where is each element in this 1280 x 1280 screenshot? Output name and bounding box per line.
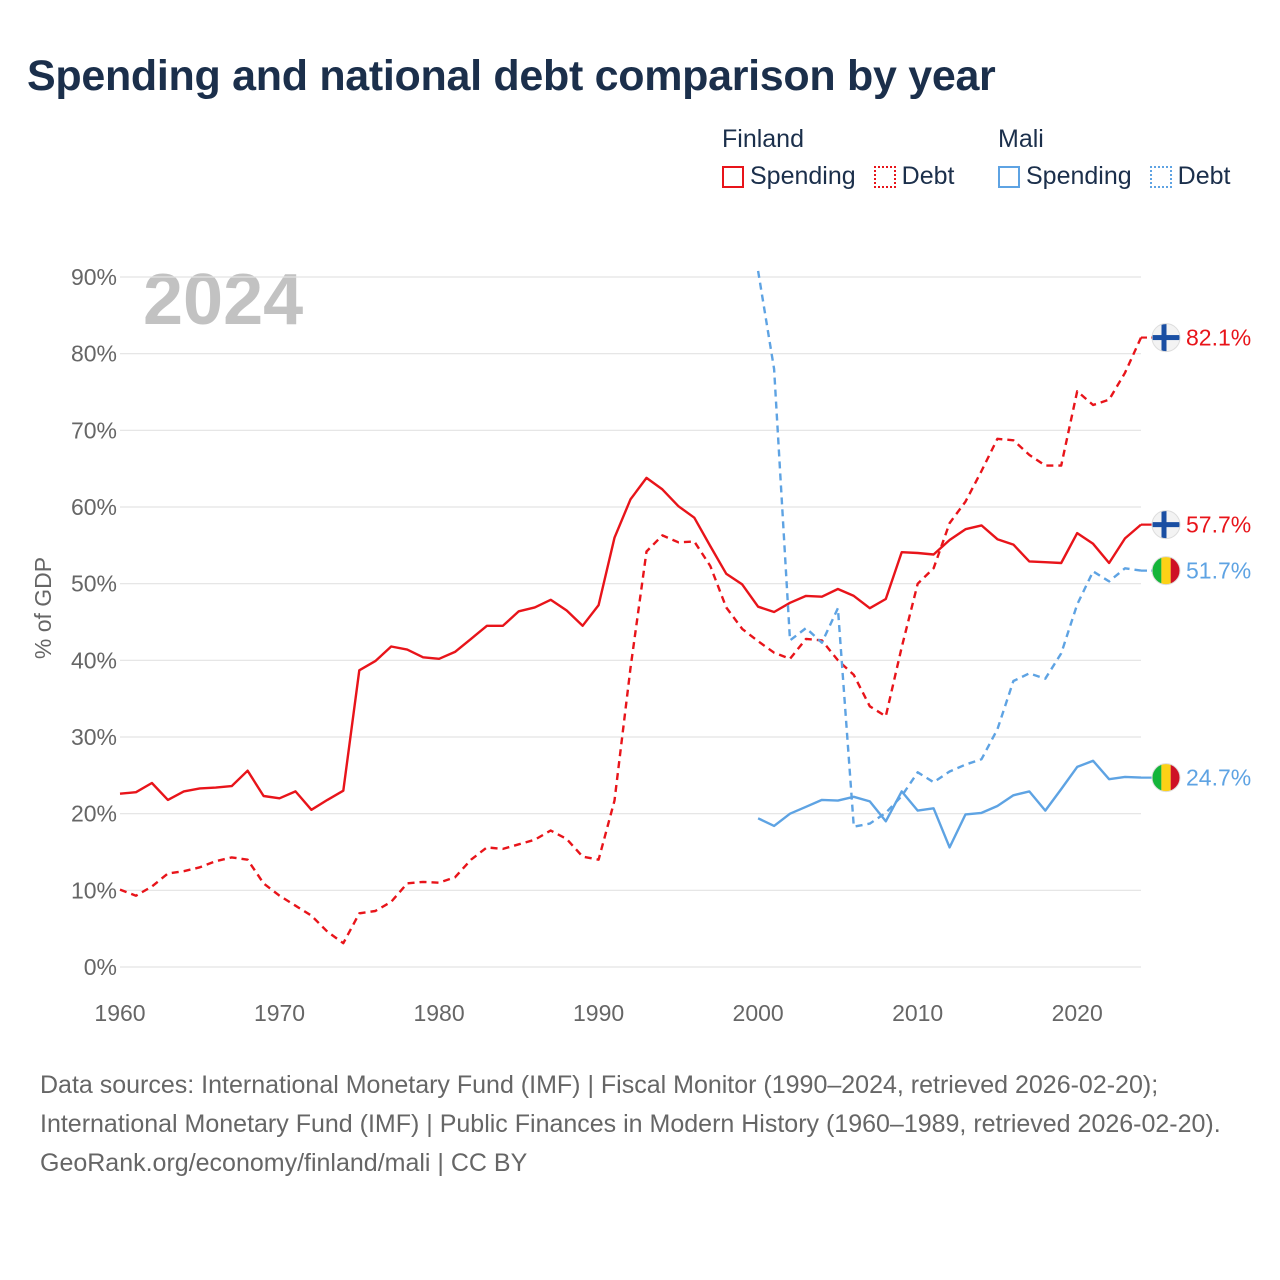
series-line-finland-spending bbox=[119, 476, 1142, 811]
legend-group-title: Finland bbox=[722, 125, 804, 153]
x-tick-label: 1970 bbox=[254, 1000, 305, 1026]
footer: Data sources: International Monetary Fun… bbox=[40, 1066, 1240, 1183]
y-tick-label: 80% bbox=[71, 341, 117, 367]
legend-item-mali-spending[interactable]: Spending bbox=[998, 162, 1132, 191]
legend-swatch-solid bbox=[998, 165, 1020, 188]
legend-swatch-solid bbox=[722, 165, 744, 188]
x-tick-label: 2020 bbox=[1052, 1000, 1103, 1026]
legend-group-title: Mali bbox=[998, 125, 1044, 153]
finland-flag-icon bbox=[1151, 510, 1181, 540]
y-tick-label: 50% bbox=[71, 571, 117, 597]
line-chart: 2024 % of GDP 0% 10% 20% 30% 40% 50% 60% 70% 80%… bbox=[30, 260, 1251, 1026]
x-tick-label: 2010 bbox=[892, 1000, 943, 1026]
legend-item-finland-spending[interactable]: Spending bbox=[722, 162, 856, 191]
x-tick-label: 1980 bbox=[413, 1000, 464, 1026]
mali-flag-icon bbox=[1151, 763, 1181, 793]
y-tick-label: 60% bbox=[71, 494, 117, 520]
end-value-label: 51.7% bbox=[1186, 558, 1251, 584]
legend-label: Debt bbox=[901, 162, 955, 190]
series-line-mali-spending bbox=[757, 759, 1142, 849]
y-axis-label: % of GDP bbox=[30, 557, 56, 659]
y-tick-label: 70% bbox=[71, 417, 117, 443]
legend-mali: Mali Spending Debt bbox=[998, 122, 1230, 191]
y-tick-label: 40% bbox=[71, 647, 117, 673]
legend-finland: Finland Spending Debt bbox=[722, 122, 954, 191]
legend-label: Spending bbox=[1026, 162, 1132, 190]
legend-label: Spending bbox=[750, 162, 856, 190]
source-link[interactable]: GeoRank.org/economy/finland/mali | CC BY bbox=[40, 1149, 528, 1177]
year-watermark: 2024 bbox=[143, 260, 303, 340]
legend-swatch-dotted bbox=[1149, 165, 1172, 188]
x-tick-label: 1960 bbox=[94, 1000, 145, 1026]
y-tick-label: 20% bbox=[71, 801, 117, 827]
legend-swatch-dotted bbox=[873, 165, 896, 188]
series-line-finland-debt bbox=[119, 337, 1143, 945]
legend-item-mali-debt[interactable]: Debt bbox=[1149, 162, 1231, 191]
y-tick-label: 30% bbox=[71, 724, 117, 750]
x-tick-label: 2000 bbox=[733, 1000, 784, 1026]
end-value-label: 57.7% bbox=[1186, 512, 1251, 538]
legend-item-finland-debt[interactable]: Debt bbox=[873, 162, 955, 191]
y-tick-label: 0% bbox=[84, 954, 117, 980]
finland-flag-icon bbox=[1151, 323, 1181, 353]
y-tick-label: 10% bbox=[71, 877, 117, 903]
mali-flag-icon bbox=[1151, 556, 1181, 586]
y-tick-label: 90% bbox=[71, 264, 117, 290]
series-line-mali-debt bbox=[756, 270, 1142, 828]
legend-label: Debt bbox=[1177, 162, 1231, 190]
x-tick-label: 1990 bbox=[573, 1000, 624, 1026]
end-value-label: 24.7% bbox=[1186, 765, 1251, 791]
page-title: Spending and national debt comparison by… bbox=[27, 52, 996, 100]
data-sources: Data sources: International Monetary Fun… bbox=[40, 1071, 1221, 1138]
end-value-label: 82.1% bbox=[1186, 325, 1251, 351]
